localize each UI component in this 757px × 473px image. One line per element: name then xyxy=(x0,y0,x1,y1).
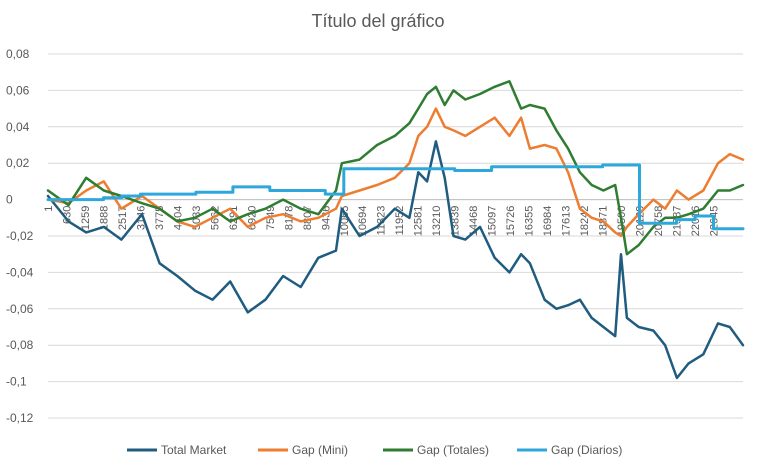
legend-label: Total Market xyxy=(161,443,227,457)
y-axis-ticks: 0,08 0,06 0,04 0,02 0 -0,02 -0,04 -0,06 -0,08 -0,… xyxy=(6,47,34,425)
series-line-gap-mini xyxy=(46,107,745,238)
y-tick-label: -0,12 xyxy=(6,411,34,425)
y-tick-label: -0,08 xyxy=(6,338,34,352)
x-tick-label: 16984 xyxy=(542,206,554,237)
legend-label: Gap (Diarios) xyxy=(551,443,622,457)
y-tick-label: -0,02 xyxy=(6,229,34,243)
x-tick-label: 13210 xyxy=(431,206,443,237)
y-tick-label: 0,08 xyxy=(6,47,30,61)
x-tick-label: 630 xyxy=(62,206,74,224)
y-tick-label: 0,06 xyxy=(6,83,30,97)
x-tick-label: 12581 xyxy=(413,206,425,237)
x-tick-label: 10694 xyxy=(357,206,369,237)
x-axis-ticks: 1 630 1259 1888 2517 3146 3775 4404 5033 5662 6291… xyxy=(43,206,721,237)
x-tick-label: 2517 xyxy=(117,206,129,230)
x-tick-label: 18242 xyxy=(579,206,591,237)
x-tick-label: 15726 xyxy=(505,206,517,237)
x-tick-label: 1259 xyxy=(80,206,92,230)
y-tick-label: -0,06 xyxy=(6,302,34,316)
grid xyxy=(48,53,743,419)
x-tick-label: 1888 xyxy=(99,206,111,230)
x-tick-label: 6291 xyxy=(228,206,240,230)
series-line-gap-diarios xyxy=(46,163,745,231)
y-tick-label: -0,1 xyxy=(6,375,27,389)
series-lines xyxy=(46,80,745,380)
chart-title: Título del gráfico xyxy=(311,11,444,31)
x-tick-label: 6920 xyxy=(246,206,258,230)
x-tick-label: 1 xyxy=(43,206,55,212)
y-tick-label: 0 xyxy=(6,193,13,207)
y-tick-label: -0,04 xyxy=(6,265,34,279)
x-tick-label: 15097 xyxy=(487,206,499,237)
x-tick-label: 16355 xyxy=(524,206,536,237)
y-tick-label: 0,04 xyxy=(6,120,30,134)
legend-label: Gap (Totales) xyxy=(417,443,489,457)
y-tick-label: 0,02 xyxy=(6,156,30,170)
x-tick-label: 17613 xyxy=(561,206,573,237)
series-line-total-market xyxy=(46,140,745,380)
legend-label: Gap (Mini) xyxy=(292,443,348,457)
x-tick-label: 20758 xyxy=(653,206,665,237)
series-line-gap-totales xyxy=(46,80,745,256)
legend: Total Market Gap (Mini) Gap (Totales) Gap (… xyxy=(127,443,622,457)
